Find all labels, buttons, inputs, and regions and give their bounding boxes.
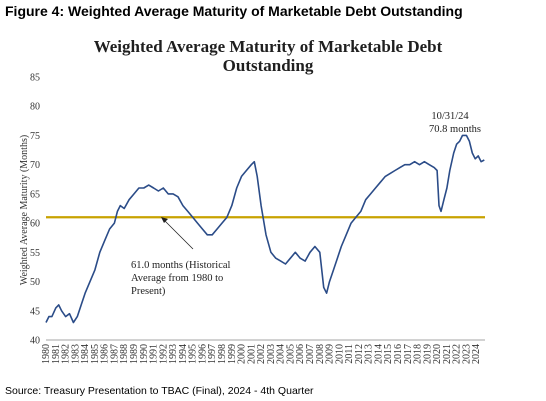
latest-date-label: 10/31/24	[431, 111, 469, 122]
x-tick-label: 2023	[461, 344, 472, 364]
y-tick-label: 50	[30, 277, 40, 288]
x-tick-label: 2008	[315, 344, 326, 364]
y-tick-label: 45	[30, 306, 40, 317]
x-tick-label: 1985	[90, 344, 101, 364]
x-tick-label: 1993	[168, 344, 179, 364]
y-tick-label: 60	[30, 219, 40, 230]
x-tick-label: 1996	[197, 344, 208, 364]
latest-value-label: 70.8 months	[429, 124, 481, 135]
x-tick-label: 2006	[295, 344, 306, 364]
wam-series-line	[45, 134, 485, 324]
x-tick-label: 1986	[100, 344, 111, 364]
x-tick-label: 1990	[139, 344, 150, 364]
x-tick-label: 1988	[119, 344, 130, 364]
average-arrow-head	[161, 217, 168, 223]
x-tick-label: 2001	[246, 344, 257, 364]
x-tick-label: 2024	[471, 344, 482, 364]
y-tick-label: 70	[30, 160, 40, 171]
y-tick-label: 40	[30, 336, 40, 347]
source-note: Source: Treasury Presentation to TBAC (F…	[5, 385, 314, 397]
x-tick-label: 2010	[334, 344, 345, 364]
x-tick-label: 1989	[129, 344, 140, 364]
x-axis-ticks: 1980198119821983198419851986198719881989…	[41, 344, 482, 364]
y-axis-ticks: 40 45 50 55 60 65 70 75 80 85	[30, 73, 40, 347]
x-tick-label: 2015	[383, 344, 394, 364]
x-tick-label: 2013	[364, 344, 375, 364]
y-tick-label: 80	[30, 102, 40, 113]
x-tick-label: 2021	[442, 344, 453, 364]
x-tick-label: 1982	[61, 344, 72, 364]
x-tick-label: 2022	[452, 344, 463, 364]
x-tick-label: 1998	[217, 344, 228, 364]
x-tick-label: 2020	[432, 344, 443, 364]
y-tick-label: 75	[30, 131, 40, 142]
chart-title-line2: Outstanding	[223, 56, 314, 75]
y-axis-label: Weighted Average Maturity (Months)	[19, 135, 30, 285]
average-annotation-line1: 61.0 months (Historical	[131, 260, 231, 271]
x-tick-label: 2014	[373, 344, 384, 364]
x-tick-label: 1994	[178, 344, 189, 364]
x-tick-label: 1983	[70, 344, 81, 364]
x-tick-label: 2016	[393, 344, 404, 364]
x-tick-label: 2004	[276, 344, 287, 364]
x-tick-label: 1987	[109, 344, 120, 364]
x-tick-label: 2017	[403, 344, 414, 364]
x-tick-label: 2002	[256, 344, 267, 364]
chart-title-line1: Weighted Average Maturity of Marketable …	[94, 37, 443, 56]
x-tick-label: 2012	[354, 344, 365, 364]
x-tick-label: 1992	[158, 344, 169, 364]
x-tick-label: 2018	[413, 344, 424, 364]
y-tick-label: 65	[30, 189, 40, 200]
average-annotation-line3: Present)	[131, 286, 166, 297]
figure-title: Figure 4: Weighted Average Maturity of M…	[5, 3, 463, 19]
average-arrow-shaft	[162, 218, 194, 250]
x-tick-label: 1991	[149, 344, 160, 364]
x-tick-label: 2005	[285, 344, 296, 364]
x-tick-label: 2011	[344, 344, 355, 364]
x-tick-label: 1980	[41, 344, 52, 364]
x-tick-label: 2009	[325, 344, 336, 364]
x-tick-label: 1995	[188, 344, 199, 364]
x-tick-label: 1997	[207, 344, 218, 364]
x-tick-label: 1981	[51, 344, 62, 364]
x-tick-label: 2007	[305, 344, 316, 364]
x-tick-label: 1984	[80, 344, 91, 364]
x-tick-label: 2003	[266, 344, 277, 364]
y-tick-label: 85	[30, 73, 40, 84]
x-tick-label: 2019	[422, 344, 433, 364]
average-annotation-line2: Average from 1980 to	[131, 273, 223, 284]
x-tick-label: 1999	[227, 344, 238, 364]
y-tick-label: 55	[30, 248, 40, 259]
x-tick-label: 2000	[237, 344, 248, 364]
